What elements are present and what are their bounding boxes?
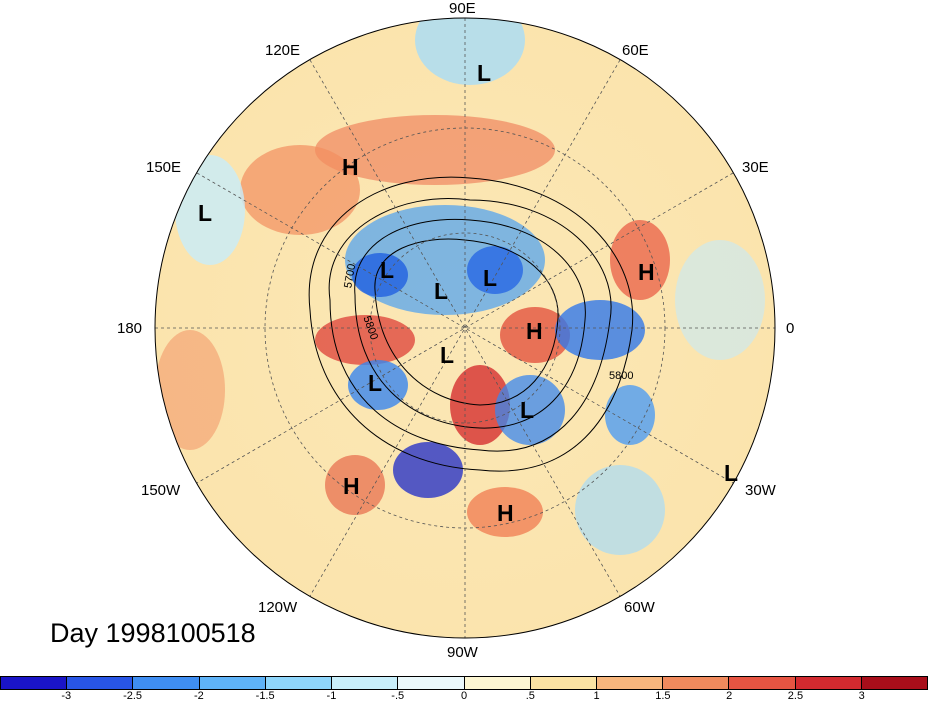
colorbar-tick-label: .5 <box>525 690 535 702</box>
lon-label-150w: 150W <box>141 482 181 499</box>
colorbar-swatch <box>530 677 597 689</box>
colorbar-tick-label: 2.5 <box>787 690 804 702</box>
pressure-center-low: L <box>440 342 455 368</box>
pressure-center-high: H <box>638 259 655 285</box>
pressure-center-low: L <box>380 257 395 283</box>
colorbar-swatch <box>663 677 730 689</box>
colorbar-tick-label: 3 <box>858 690 865 702</box>
lon-label-90w: 90W <box>447 644 478 661</box>
colorbar <box>0 676 928 690</box>
pressure-center-low: L <box>520 397 535 423</box>
colorbar-tick-label: -.5 <box>391 690 405 702</box>
lon-label-60e: 60E <box>622 42 649 59</box>
pressure-center-low: L <box>483 265 498 291</box>
lon-label-120w: 120W <box>258 599 298 616</box>
lon-label-180: 180 <box>117 320 143 337</box>
colorbar-swatch <box>398 677 465 689</box>
colorbar-swatch <box>464 677 531 689</box>
colorbar-tick-label: -2 <box>193 690 204 702</box>
pressure-center-high: H <box>343 473 360 499</box>
colorbar-tick-label: -2.5 <box>123 690 143 702</box>
lon-label-90e: 90E <box>449 0 476 17</box>
graticule <box>155 18 775 638</box>
colorbar-swatch <box>729 677 796 689</box>
map-boundary <box>154 17 776 639</box>
pressure-center-high: H <box>497 500 514 526</box>
pressure-center-low: L <box>434 278 449 304</box>
colorbar-tick-label: 0 <box>460 690 468 702</box>
colorbar-swatch <box>265 677 333 689</box>
colorbar-swatch <box>133 677 200 689</box>
colorbar-swatch <box>332 677 399 689</box>
lon-label-120e: 120E <box>265 42 301 59</box>
pressure-center-low: L <box>368 370 383 396</box>
colorbar-swatch <box>861 677 928 689</box>
pressure-center-low: L <box>198 200 213 226</box>
colorbar-swatch <box>795 677 862 689</box>
colorbar-swatch <box>1 677 68 689</box>
day-label: Day 1998100518 <box>50 618 256 648</box>
colorbar-swatch <box>67 677 134 689</box>
colorbar-tick-label: 1 <box>593 690 600 702</box>
lon-label-150e: 150E <box>146 159 182 176</box>
colorbar-tick-label: -3 <box>61 690 72 702</box>
colorbar-tick-label: -1.5 <box>255 690 275 702</box>
pressure-center-low: L <box>724 460 739 486</box>
colorbar-swatch <box>199 677 266 689</box>
colorbar-swatch <box>596 677 664 689</box>
lon-label-30w: 30W <box>745 482 776 499</box>
contour-label: 5800 <box>609 370 634 382</box>
pressure-center-high: H <box>526 318 543 344</box>
colorbar-tick-label: -1 <box>326 690 337 702</box>
lon-label-30e: 30E <box>742 159 769 176</box>
colorbar-tick-label: 2 <box>726 690 733 702</box>
colorbar-tick-label: 1.5 <box>655 690 671 702</box>
lon-label-0: 0 <box>786 320 795 337</box>
pressure-center-high: H <box>342 154 359 180</box>
pressure-center-low: L <box>477 60 492 86</box>
lon-label-60w: 60W <box>624 599 655 616</box>
